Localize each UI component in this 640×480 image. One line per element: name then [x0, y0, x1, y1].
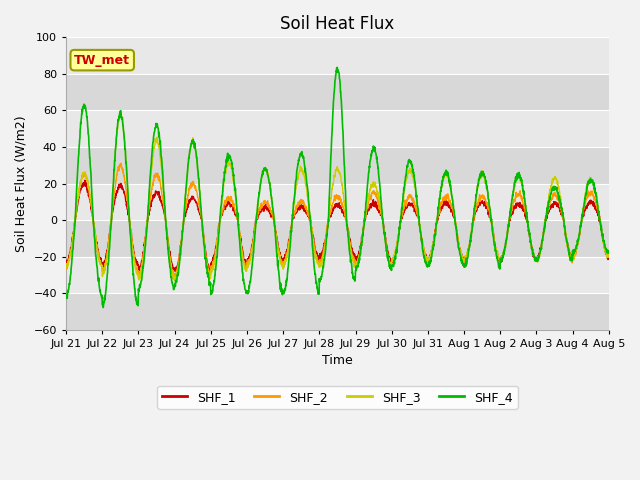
Bar: [66, 74, 609, 110]
Bar: [66, 183, 609, 220]
Bar: [66, 257, 609, 293]
Legend: SHF_1, SHF_2, SHF_3, SHF_4: SHF_1, SHF_2, SHF_3, SHF_4: [157, 385, 518, 408]
Y-axis label: Soil Heat Flux (W/m2): Soil Heat Flux (W/m2): [15, 115, 28, 252]
Title: Soil Heat Flux: Soil Heat Flux: [280, 15, 395, 33]
Bar: [66, 37, 609, 74]
Text: TW_met: TW_met: [74, 54, 130, 67]
X-axis label: Time: Time: [322, 354, 353, 367]
Bar: [66, 110, 609, 147]
Bar: [66, 147, 609, 183]
Bar: [66, 220, 609, 257]
Bar: [66, 293, 609, 330]
